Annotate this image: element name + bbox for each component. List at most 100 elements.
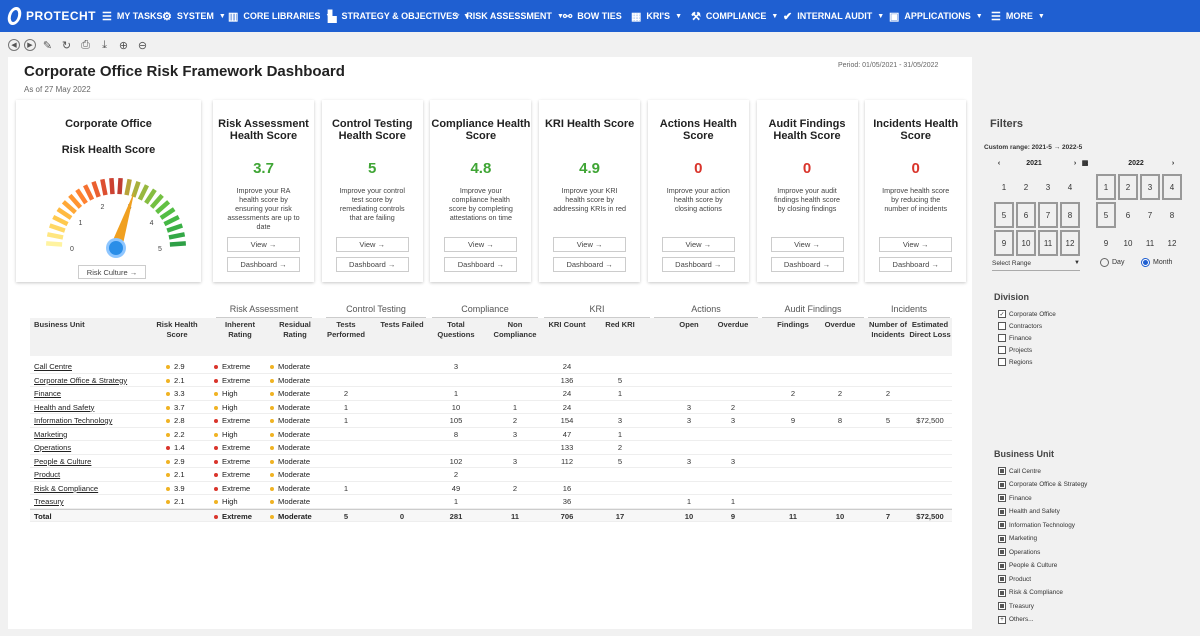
cell-bu[interactable]: Marketing (34, 429, 68, 439)
month-cell[interactable]: 8 (1060, 202, 1080, 228)
month-cell[interactable]: 2 (1118, 174, 1138, 200)
chevron-left-icon[interactable]: ‹ (997, 159, 1001, 167)
month-cell[interactable]: 10 (1123, 238, 1133, 248)
radio-day[interactable]: Day (1100, 258, 1124, 267)
nav-core-libraries[interactable]: ▥ CORE LIBRARIES ▼ (222, 0, 332, 32)
chevron-right-icon[interactable]: › (1171, 159, 1175, 167)
month-cell[interactable]: 6 (1016, 202, 1036, 228)
nav-bow-ties[interactable]: ⚯ BOW TIES (557, 0, 625, 32)
month-cell[interactable]: 2 (1023, 182, 1029, 192)
month-cell[interactable]: 10 (1016, 230, 1036, 256)
business-unit-option[interactable]: Marketing (998, 534, 1037, 543)
nav-my-tasks[interactable]: ☰ MY TASKS (96, 0, 163, 32)
nav-system[interactable]: ⚙ SYSTEM ▼ (156, 0, 226, 32)
month-cell[interactable]: 12 (1167, 238, 1177, 248)
month-cell[interactable]: 4 (1162, 174, 1182, 200)
business-unit-option[interactable]: Information Technology (998, 521, 1075, 529)
logo[interactable]: PROTECHT (0, 7, 96, 25)
zoom-in-icon[interactable]: ⊕ (118, 39, 129, 52)
month-cell[interactable]: 11 (1145, 238, 1155, 248)
business-unit-option[interactable]: Treasury (998, 602, 1034, 610)
risk-culture-button[interactable]: Risk Culture → (78, 265, 146, 279)
cell-bu[interactable]: Product (34, 470, 61, 479)
view-button[interactable]: View → (661, 237, 735, 252)
nav-applications[interactable]: ▣ APPLICATIONS ▼ (883, 0, 985, 32)
rating-dot (270, 392, 274, 396)
month-cell[interactable]: 4 (1067, 182, 1073, 192)
cell-bu[interactable]: People & Culture (34, 456, 92, 466)
dashboard-button[interactable]: Dashboard → (444, 257, 518, 272)
print-icon[interactable]: ⎙ (81, 38, 90, 51)
cell-bu[interactable]: Corporate Office & Strategy (34, 375, 128, 385)
business-unit-option[interactable]: + Others... (998, 615, 1034, 624)
dashboard-button[interactable]: Dashboard → (661, 257, 735, 272)
calendar-icon[interactable]: ▦ (1081, 160, 1089, 167)
refresh-icon[interactable]: ↻ (61, 39, 72, 52)
view-button[interactable]: View → (770, 237, 844, 252)
month-cell[interactable]: 7 (1147, 210, 1153, 220)
business-unit-option[interactable]: Product (998, 575, 1031, 583)
division-option[interactable]: ✓ Corporate Office (998, 310, 1056, 318)
cell-fi: 2 (790, 389, 796, 398)
month-cell[interactable]: 5 (994, 202, 1014, 228)
card-description: Improve health score by reducing the num… (882, 186, 950, 213)
month-cell[interactable]: 12 (1060, 230, 1080, 256)
business-unit-option[interactable]: Operations (998, 548, 1040, 556)
business-unit-option[interactable]: Finance (998, 494, 1032, 502)
business-unit-option[interactable]: Risk & Compliance (998, 588, 1063, 597)
month-cell[interactable]: 3 (1140, 174, 1160, 200)
forward-icon[interactable]: ▶ (24, 39, 36, 51)
cell-bu[interactable]: Information Technology (34, 416, 113, 425)
gauge-segment (75, 188, 88, 205)
nav-risk-assessment[interactable]: ♆ RISK ASSESSMENT ▼ (447, 0, 564, 32)
division-option[interactable]: Contractors (998, 322, 1042, 330)
month-cell[interactable]: 3 (1045, 182, 1051, 192)
zoom-out-icon[interactable]: ⊖ (137, 39, 148, 52)
view-button[interactable]: View → (444, 237, 518, 252)
cell-bu[interactable]: Finance (34, 389, 62, 398)
division-option[interactable]: Projects (998, 346, 1032, 354)
select-range-dropdown[interactable]: Select Range ▼ (992, 260, 1080, 271)
month-cell[interactable]: 9 (1103, 238, 1109, 248)
business-unit-option[interactable]: People & Culture (998, 561, 1057, 570)
month-cell[interactable]: 9 (994, 230, 1014, 256)
cell-bu[interactable]: Operations (34, 443, 72, 452)
month-cell[interactable]: 7 (1038, 202, 1058, 228)
dashboard-button[interactable]: Dashboard → (553, 257, 627, 272)
division-option[interactable]: Regions (998, 358, 1032, 366)
month-cell[interactable]: 1 (1096, 174, 1116, 200)
view-button[interactable]: View → (553, 237, 627, 252)
back-icon[interactable]: ◀ (8, 39, 20, 51)
chevron-right-icon[interactable]: › (1073, 159, 1077, 167)
nav-compliance[interactable]: ⚒ COMPLIANCE ▼ (685, 0, 778, 32)
division-option[interactable]: Finance (998, 334, 1032, 342)
view-button[interactable]: View → (879, 237, 953, 252)
month-cell[interactable]: 11 (1038, 230, 1058, 256)
month-cell[interactable]: 5 (1096, 202, 1116, 228)
dashboard-button[interactable]: Dashboard → (227, 257, 300, 272)
edit-icon[interactable]: ✎ (42, 39, 53, 52)
business-unit-option[interactable]: Corporate Office & Strategy (998, 480, 1087, 489)
cell-bu[interactable]: Risk & Compliance (34, 483, 99, 493)
chevron-left-icon[interactable]: ‹ (1085, 159, 1089, 167)
division-label: Projects (1009, 346, 1033, 354)
dashboard-button[interactable]: Dashboard → (335, 257, 409, 272)
business-unit-option[interactable]: Health and Safety (998, 507, 1060, 516)
cell-bu[interactable]: Call Centre (34, 362, 72, 371)
cell-bu[interactable]: Treasury (34, 497, 64, 506)
dashboard-button[interactable]: Dashboard → (770, 257, 844, 272)
nav-more[interactable]: ☰ MORE ▼ (985, 0, 1045, 32)
radio-month[interactable]: Month (1141, 258, 1172, 267)
month-cell[interactable]: 6 (1125, 210, 1131, 220)
nav-internal-audit[interactable]: ✔ INTERNAL AUDIT ▼ (777, 0, 884, 32)
cell-bu[interactable]: Health and Safety (34, 402, 95, 412)
month-cell[interactable]: 1 (1001, 182, 1007, 192)
business-unit-option[interactable]: Call Centre (998, 467, 1041, 475)
nav-strategy-objectives[interactable]: ▙ STRATEGY & OBJECTIVES ▼ (322, 0, 470, 32)
view-button[interactable]: View → (227, 237, 300, 252)
download-icon[interactable]: ⤓ (102, 38, 107, 51)
view-button[interactable]: View → (335, 237, 409, 252)
dashboard-button[interactable]: Dashboard → (879, 257, 953, 272)
month-cell[interactable]: 8 (1169, 210, 1175, 220)
nav-kri-s[interactable]: ▦ KRI'S ▼ (625, 0, 685, 32)
